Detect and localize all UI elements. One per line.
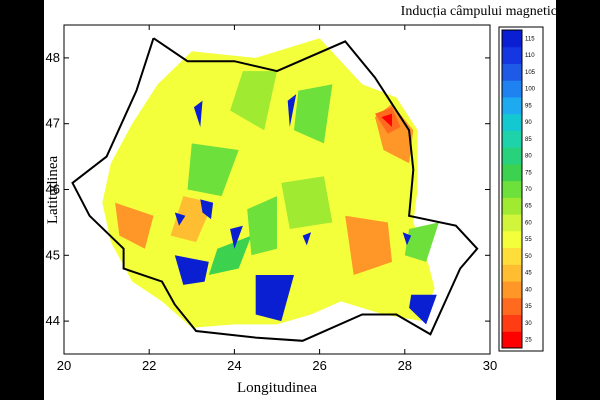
- colorbar-segment: [502, 46, 522, 64]
- colorbar-tick-label: 80: [525, 154, 532, 160]
- colorbar-tick-label: 30: [525, 321, 532, 327]
- colorbar: 25 30 35 40 45 50 55 60 65 70 75 80 85 90 95 100 105 110 1…: [498, 26, 544, 352]
- x-tick-label: 20: [57, 358, 71, 373]
- chart-svg: 20 22 24 26 28 30 44 45 46 47 48 25 30 35 40 45 50 55 60 6…: [45, 4, 556, 396]
- chart-figure: 20 22 24 26 28 30 44 45 46 47 48 25 30 35 40 45 50 55 60 6…: [44, 0, 556, 400]
- chart-title: Inducția câmpului magnetic terestru (μT): [401, 4, 556, 19]
- field-patch: [255, 275, 294, 322]
- field-patch: [200, 199, 214, 220]
- field-patch: [381, 113, 392, 127]
- colorbar-segment: [502, 197, 522, 215]
- colorbar-segment: [502, 113, 522, 131]
- colorbar-tick-label: 40: [525, 287, 532, 293]
- outline-layer: [71, 37, 479, 342]
- field-patch: [208, 235, 252, 275]
- colorbar-segment: [502, 297, 522, 316]
- field-patch: [174, 212, 186, 226]
- colorbar-tick-label: 95: [525, 103, 532, 109]
- colorbar-tick-label: 90: [525, 120, 532, 126]
- x-tick-label: 26: [312, 358, 326, 373]
- colorbar-segment: [502, 331, 522, 349]
- colorbar-tick-label: 60: [525, 220, 532, 226]
- ticks-layer: 20 22 24 26 28 30 44 45 46 47 48: [46, 25, 497, 373]
- heatmap-layer: [102, 38, 439, 328]
- y-tick-label: 48: [46, 50, 60, 65]
- field-patch: [409, 294, 437, 325]
- colorbar-segment: [502, 314, 522, 332]
- y-tick-label: 45: [46, 247, 60, 262]
- y-tick-label: 47: [46, 116, 60, 131]
- colorbar-frame: [501, 29, 523, 349]
- colorbar-box: [498, 26, 544, 352]
- field-patch: [247, 196, 277, 256]
- field-patch: [174, 255, 209, 285]
- colorbar-tick-label: 100: [525, 87, 536, 93]
- colorbar-segment: [502, 63, 522, 81]
- x-axis-label: Longitudinea: [237, 380, 317, 396]
- field-patch: [230, 71, 277, 131]
- colorbar-tick-label: 115: [525, 36, 535, 42]
- colorbar-tick-label: 105: [525, 70, 536, 76]
- colorbar-tick-label: 25: [525, 338, 532, 344]
- field-patch: [187, 143, 239, 197]
- colorbar-segment: [502, 247, 522, 265]
- y-tick-label: 46: [46, 182, 60, 197]
- x-tick-label: 30: [483, 358, 497, 373]
- colorbar-segment: [502, 80, 522, 98]
- colorbar-tick-label: 110: [525, 53, 535, 59]
- colorbar-segment: [502, 30, 522, 48]
- colorbar-segment: [502, 130, 522, 148]
- field-patch: [193, 100, 203, 127]
- colorbar-segment: [502, 230, 522, 249]
- field-patch: [345, 215, 392, 275]
- colorbar-segment: [502, 163, 522, 182]
- y-tick-label: 44: [46, 313, 60, 328]
- colorbar-segment: [502, 147, 522, 165]
- colorbar-segment: [502, 264, 522, 282]
- colorbar-tick-label: 45: [525, 271, 532, 277]
- field-patch: [404, 222, 439, 262]
- country-outline: [71, 37, 479, 342]
- field-patch: [115, 202, 154, 249]
- y-axis-label: Latitudinea: [45, 156, 61, 225]
- colorbar-tick-label: 75: [525, 170, 532, 176]
- x-tick-label: 28: [398, 358, 412, 373]
- colorbar-segment: [502, 281, 522, 299]
- colorbar-segment: [502, 96, 522, 115]
- field-patch: [230, 225, 243, 249]
- field-patch: [294, 84, 333, 144]
- x-tick-label: 22: [142, 358, 156, 373]
- colorbar-tick-label: 65: [525, 204, 532, 210]
- colorbar-tick-label: 50: [525, 254, 532, 260]
- colorbar-tick-label: 35: [525, 304, 532, 310]
- field-patch: [281, 176, 333, 229]
- colorbar-tick-label: 70: [525, 187, 532, 193]
- field-patch: [302, 232, 312, 246]
- colorbar-tick-label: 55: [525, 237, 532, 243]
- colorbar-segment: [502, 214, 522, 232]
- field-patch: [287, 94, 297, 127]
- colorbar-tick-label: 85: [525, 137, 532, 143]
- field-patch: [402, 232, 412, 246]
- colorbar-segment: [502, 180, 522, 198]
- x-tick-label: 24: [227, 358, 241, 373]
